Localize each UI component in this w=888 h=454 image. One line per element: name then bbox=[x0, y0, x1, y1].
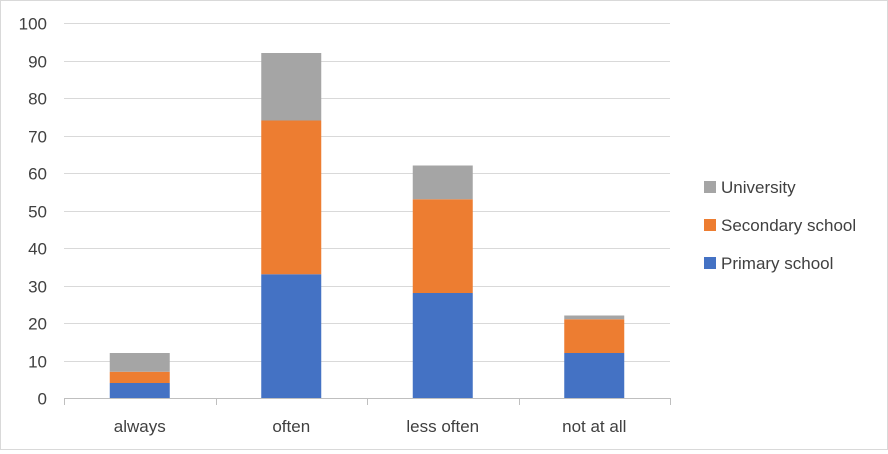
x-tick-label: always bbox=[114, 417, 166, 436]
legend-label: University bbox=[721, 178, 796, 197]
bars bbox=[109, 53, 625, 398]
y-tick-label: 20 bbox=[28, 315, 47, 334]
x-axis: always often less often not at all bbox=[64, 398, 671, 436]
y-tick-label: 80 bbox=[28, 90, 47, 109]
x-tick-label: not at all bbox=[562, 417, 626, 436]
y-tick-label: 70 bbox=[28, 128, 47, 147]
legend-swatch bbox=[704, 181, 716, 193]
y-tick-label: 10 bbox=[28, 353, 47, 372]
y-tick-label: 50 bbox=[28, 203, 47, 222]
y-tick-label: 0 bbox=[38, 390, 47, 409]
bar-segment bbox=[261, 120, 322, 275]
bar-segment bbox=[564, 319, 625, 353]
legend-swatch bbox=[704, 219, 716, 231]
y-tick-label: 90 bbox=[28, 53, 47, 72]
bar-segment bbox=[261, 274, 322, 398]
legend: University Secondary school Primary school bbox=[704, 178, 856, 273]
legend-label: Primary school bbox=[721, 254, 833, 273]
x-tick-label: less often bbox=[406, 417, 479, 436]
legend-item: Secondary school bbox=[704, 216, 856, 235]
legend-swatch bbox=[704, 257, 716, 269]
y-tick-label: 30 bbox=[28, 278, 47, 297]
bar-segment bbox=[564, 315, 625, 320]
gridlines bbox=[64, 23, 670, 362]
bar-segment bbox=[412, 165, 473, 200]
y-axis: 0 10 20 30 40 50 60 70 80 90 100 bbox=[19, 15, 47, 409]
bar-segment bbox=[412, 293, 473, 398]
y-tick-label: 40 bbox=[28, 240, 47, 259]
bar-segment bbox=[109, 353, 170, 372]
y-tick-label: 100 bbox=[19, 15, 47, 34]
y-tick-label: 60 bbox=[28, 165, 47, 184]
legend-item: Primary school bbox=[704, 254, 833, 273]
legend-label: Secondary school bbox=[721, 216, 856, 235]
bar-segment bbox=[109, 383, 170, 398]
x-tick-label: often bbox=[272, 417, 310, 436]
bar-segment bbox=[109, 371, 170, 383]
bar-segment bbox=[412, 199, 473, 293]
bar-segment bbox=[261, 53, 322, 121]
legend-item: University bbox=[704, 178, 796, 197]
bar-segment bbox=[564, 353, 625, 398]
